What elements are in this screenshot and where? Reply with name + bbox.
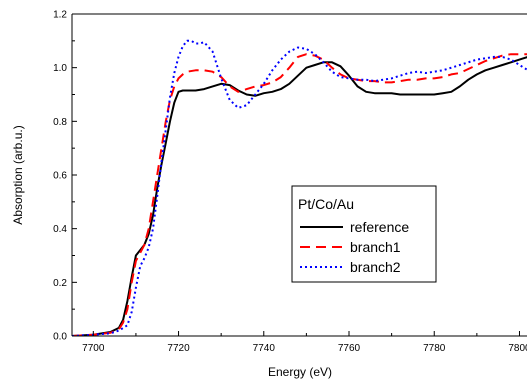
y-axis-ticks: 0.0 0.2 0.4 0.6 0.8 1.0 1.2 (53, 10, 77, 343)
x-tick-label: 7740 (253, 343, 276, 354)
y-tick-label: 0.2 (53, 278, 67, 289)
x-tick-label: 7760 (338, 343, 361, 354)
series-layer (72, 39, 527, 336)
legend-entries: reference branch1 branch2 (300, 219, 409, 275)
y-tick-label: 1.2 (53, 10, 67, 21)
legend-label-reference: reference (350, 219, 409, 235)
y-tick-label: 0.0 (53, 332, 67, 343)
y-axis-title: Absorption (arb.u.) (11, 125, 25, 224)
legend-label-branch2: branch2 (350, 259, 401, 275)
x-axis-title: Energy (eV) (268, 365, 332, 379)
legend: Pt/Co/Au reference branch1 branch2 (291, 185, 437, 283)
y-tick-label: 0.6 (53, 171, 67, 182)
y-tick-label: 1.0 (53, 63, 67, 74)
x-tick-label: 7780 (423, 343, 446, 354)
series-line-reference (72, 56, 527, 336)
y-tick-label: 0.8 (53, 117, 67, 128)
x-tick-label: 7700 (82, 343, 105, 354)
legend-label-branch1: branch1 (350, 239, 401, 255)
series-line-branch2 (72, 39, 527, 336)
legend-title: Pt/Co/Au (298, 196, 354, 212)
y-tick-label: 0.4 (53, 224, 67, 235)
plot-frame (71, 13, 527, 337)
series-line-branch1 (72, 53, 527, 336)
x-tick-label: 7720 (167, 343, 190, 354)
